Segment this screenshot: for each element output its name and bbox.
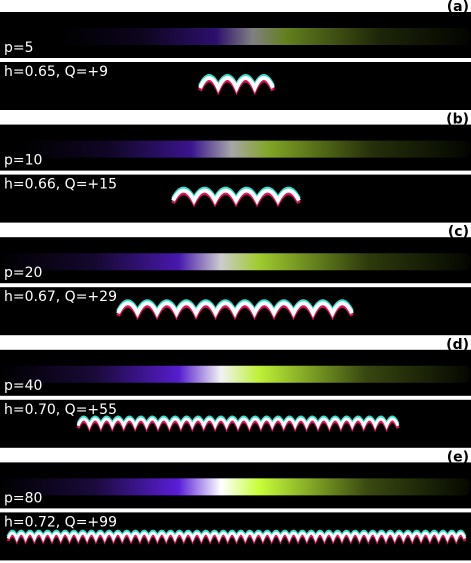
spin-stripe (0, 253, 470, 271)
panel-label: (c) (448, 224, 469, 240)
p-label: p=20 (4, 265, 42, 281)
panel-label: (d) (446, 337, 469, 353)
hq-label: h=0.65, Q=+9 (4, 64, 108, 80)
hq-label: h=0.67, Q=+29 (4, 289, 117, 305)
panel-label: (b) (446, 112, 469, 128)
p-label: p=5 (4, 40, 34, 56)
spin-stripe (60, 28, 470, 45)
panel-label: (e) (447, 449, 469, 465)
p-label: p=40 (4, 378, 42, 394)
hq-label: h=0.72, Q=+99 (4, 514, 117, 530)
spin-stripe (20, 140, 470, 158)
p-label: p=80 (4, 490, 42, 506)
spin-stripe (0, 365, 470, 383)
zigzag (171, 188, 301, 205)
hq-label: h=0.66, Q=+15 (4, 177, 117, 193)
p-label: p=10 (4, 153, 42, 169)
spin-stripe (0, 478, 470, 496)
hq-label: h=0.70, Q=+55 (4, 402, 117, 418)
zigzag (198, 76, 275, 93)
zigzag (116, 301, 354, 318)
zigzag (6, 531, 467, 543)
panel-label: (a) (447, 0, 469, 15)
zigzag (76, 417, 400, 430)
